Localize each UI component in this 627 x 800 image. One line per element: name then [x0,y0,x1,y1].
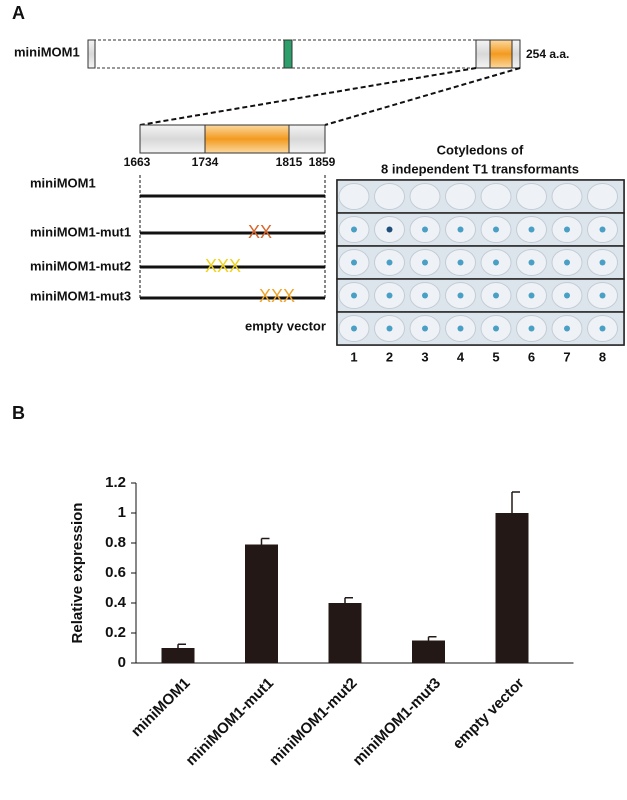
stain [386,226,393,233]
stain [422,292,428,299]
lane-label: 1 [350,349,357,364]
mutation-mark: XX [248,222,272,242]
x-tick-label: miniMOM1-mut2 [266,675,361,770]
stain [599,292,606,299]
protein-domain [489,39,513,69]
construct-label: empty vector [245,318,326,333]
y-axis-label: Relative expression [69,503,86,644]
panel-label: A [12,3,25,23]
well [338,183,370,210]
well [587,183,618,210]
stain [564,292,570,299]
lane-label: 6 [528,349,535,364]
bar [245,544,278,663]
image-title: Cotyledons of [437,142,524,157]
image-title: 8 independent T1 transformants [381,161,579,176]
stain [493,259,499,266]
y-tick-label: 0.8 [105,534,126,551]
protein-name: miniMOM1 [14,44,80,59]
y-tick-label: 1.2 [105,474,126,491]
zoom-line [324,67,521,126]
stain [564,226,570,233]
x-tick-label: miniMOM1-mut1 [183,675,278,770]
stain [564,325,570,332]
position-label: 1859 [309,155,336,169]
stain [457,292,464,299]
lane-label: 7 [563,349,570,364]
stain [457,325,464,332]
x-tick-label: miniMOM1-mut3 [350,675,445,770]
stain [422,325,428,332]
stain [493,226,499,233]
stain [528,325,535,332]
stain [386,259,393,266]
well [374,183,405,210]
bar [495,513,529,663]
lane-label: 8 [599,349,606,364]
stain [386,325,393,332]
stain [528,292,535,299]
protein-outline [87,39,521,69]
well [480,183,512,210]
lane-label: 5 [492,349,499,364]
y-tick-label: 1 [118,504,126,521]
protein-start [87,39,96,69]
stain [599,259,606,266]
x-tick-label: empty vector [450,675,528,753]
lane-label: 4 [457,349,465,364]
stain [422,226,428,233]
bar [161,648,195,663]
construct-label: miniMOM1-mut2 [30,258,131,273]
construct-label: miniMOM1-mut1 [30,224,131,239]
y-tick-label: 0 [118,654,126,671]
zoom-domain [204,124,290,154]
construct-label: miniMOM1 [30,175,96,190]
well [409,183,441,210]
well [445,183,476,210]
well [516,183,547,210]
stain [351,292,357,299]
mutation-mark: XXX [205,256,241,276]
stain [351,226,357,233]
stain [351,325,357,332]
bar [412,640,445,663]
y-tick-label: 0.2 [105,624,126,641]
zoom-line [139,67,477,126]
lane-label: 2 [386,349,393,364]
position-label: 1734 [192,155,219,169]
y-tick-label: 0.6 [105,564,126,581]
stain [422,259,428,266]
y-tick-label: 0.4 [105,594,127,611]
stain [528,226,535,233]
protein-domain [283,39,293,69]
well [551,183,583,210]
stain [457,259,464,266]
mutation-mark: XXX [259,286,295,306]
construct-label: miniMOM1-mut3 [30,288,131,303]
stain [457,226,464,233]
x-tick-label: miniMOM1 [128,675,194,741]
bar [328,603,362,663]
stain [564,259,570,266]
panel-label: B [12,403,25,423]
protein-length: 254 a.a. [526,47,569,61]
stain [599,226,606,233]
stain [386,292,393,299]
lane-label: 3 [421,349,428,364]
stain [351,259,357,266]
stain [599,325,606,332]
position-label: 1815 [276,155,303,169]
cotyledon-image [336,179,625,346]
stain [528,259,535,266]
stain [493,325,499,332]
stain [493,292,499,299]
position-label: 1663 [124,155,151,169]
